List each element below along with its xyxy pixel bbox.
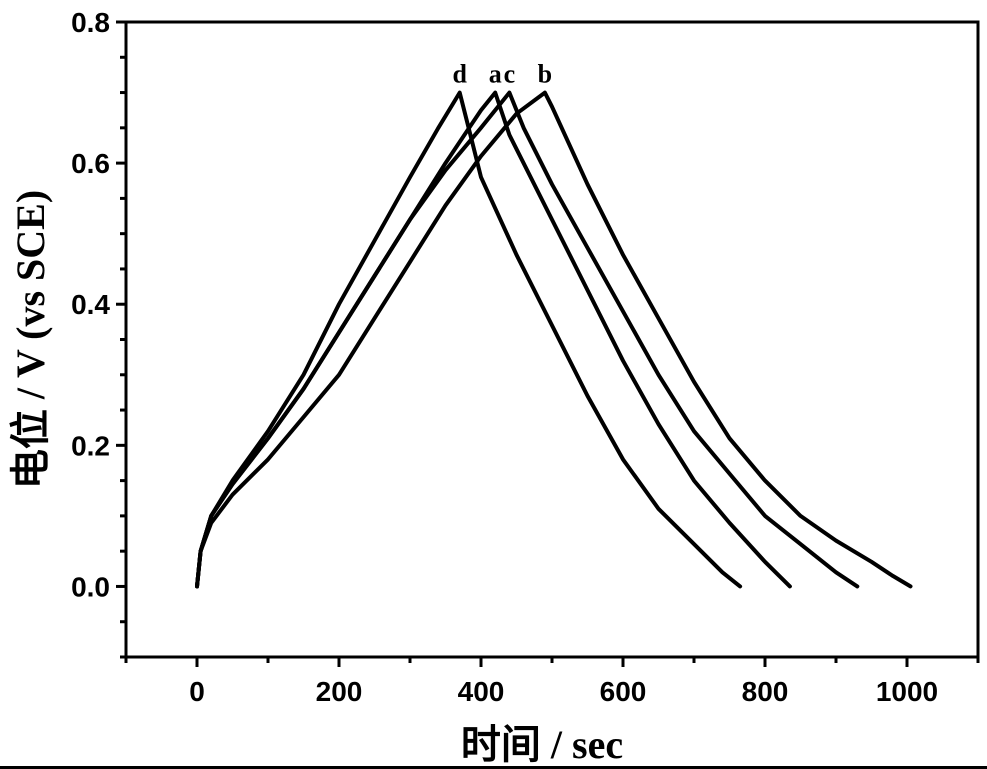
x-tick-label: 800 bbox=[742, 676, 789, 707]
series-label-a: a bbox=[489, 60, 502, 89]
y-tick-label: 0.8 bbox=[71, 7, 110, 38]
x-tick-label: 0 bbox=[189, 676, 205, 707]
series-line-b bbox=[195, 90, 913, 589]
x-axis-title: 时间 / sec bbox=[461, 722, 623, 767]
y-axis-title: 电位 / V (vs SCE) bbox=[8, 190, 53, 489]
x-tick-label: 400 bbox=[458, 676, 505, 707]
x-tick-label: 200 bbox=[316, 676, 363, 707]
x-tick-label: 1000 bbox=[876, 676, 938, 707]
y-tick-label: 0.4 bbox=[71, 289, 110, 320]
series-label-d: d bbox=[452, 60, 467, 89]
y-tick-label: 0.6 bbox=[71, 148, 110, 179]
series-group bbox=[195, 90, 913, 589]
bottom-border bbox=[0, 766, 987, 769]
y-tick-label: 0.0 bbox=[71, 571, 110, 602]
series-label-b: b bbox=[538, 60, 552, 89]
series-line-c bbox=[195, 90, 860, 589]
series-line-d bbox=[195, 90, 743, 589]
y-tick-label: 0.2 bbox=[71, 430, 110, 461]
series-label-c: c bbox=[504, 60, 516, 89]
tick-labels: 0 200 400 600 800 1000 0.0 0.2 0.4 0.6 0.8 bbox=[71, 7, 938, 707]
axis-ticks bbox=[116, 20, 980, 667]
x-tick-label: 600 bbox=[600, 676, 647, 707]
